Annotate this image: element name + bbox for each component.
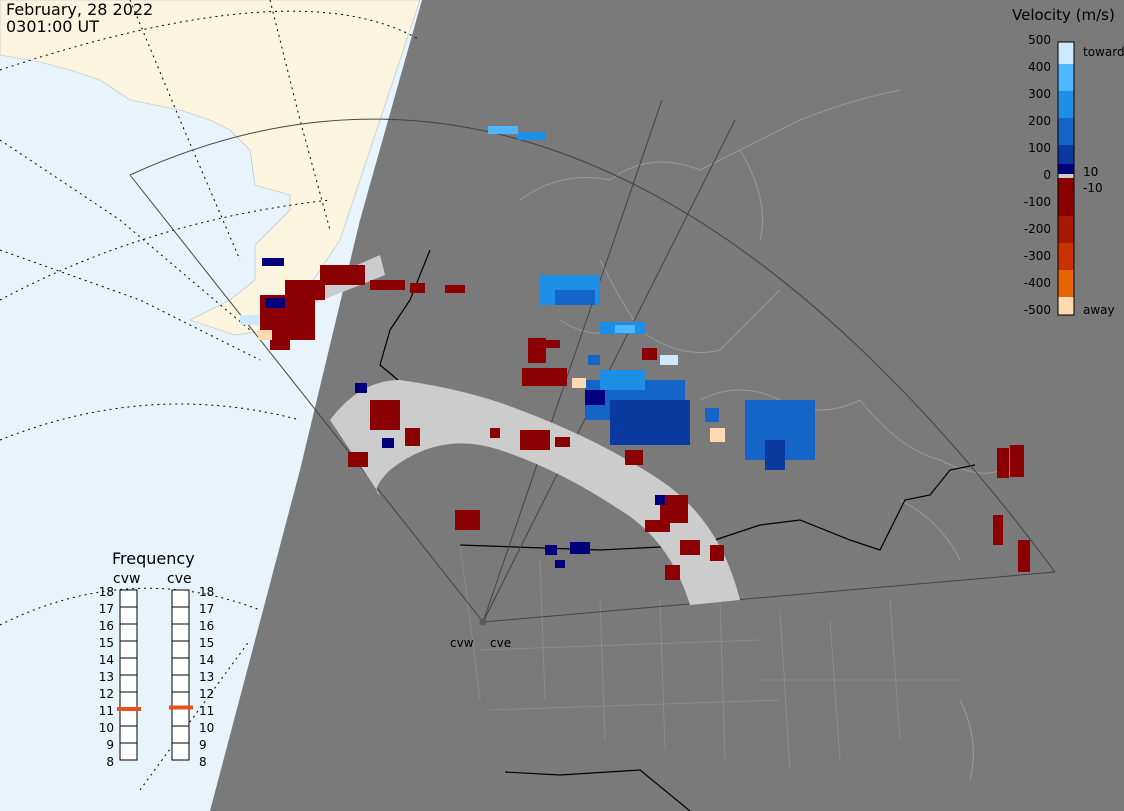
velocity-tick-label: 200	[1028, 114, 1051, 128]
freq-tick-label-left: 11	[98, 704, 114, 718]
away-light-echo	[710, 428, 725, 442]
velocity-tick-label: 400	[1028, 60, 1051, 74]
freq-radar-cve: cve	[167, 571, 192, 587]
minus-threshold-label: -10	[1083, 181, 1103, 195]
velocity-tick-label: -500	[1023, 303, 1051, 317]
freq-tick-label-right: 18	[199, 585, 215, 599]
site-label-cvw: cvw	[450, 636, 474, 650]
freq-radar-cvw: cvw	[113, 571, 141, 587]
graticule	[0, 0, 421, 791]
velocity-tick-label: 100	[1028, 141, 1051, 155]
freq-tick-label-left: 15	[98, 636, 114, 650]
velocity-tick-label: 300	[1028, 87, 1051, 101]
freq-tick-label-left: 17	[98, 602, 114, 616]
freq-tick-label-left: 9	[106, 738, 114, 752]
velocity-colorbar	[1057, 41, 1075, 316]
cvw-frequency-marker	[117, 707, 141, 711]
frequency-bars	[117, 589, 193, 761]
freq-tick-label-right: 14	[199, 653, 215, 667]
toward-label: toward	[1083, 45, 1124, 59]
away-light-echo	[572, 378, 586, 388]
fov-beam-w	[482, 99, 663, 623]
fov-west-edge	[129, 174, 484, 623]
velocity-tick-label: 500	[1028, 33, 1051, 47]
away-light-echo	[258, 330, 272, 340]
velocity-tick-label: -300	[1023, 249, 1051, 263]
freq-tick-label-left: 16	[98, 619, 114, 633]
freq-tick-label-left: 12	[98, 687, 114, 701]
freq-tick-label-right: 9	[199, 738, 207, 752]
velocity-tick-label: -400	[1023, 276, 1051, 290]
freq-tick-label-left: 14	[98, 653, 114, 667]
plus-threshold-label: 10	[1083, 165, 1099, 179]
freq-tick-label-right: 13	[199, 670, 215, 684]
state-borders	[459, 544, 960, 771]
freq-tick-label-left: 18	[98, 585, 114, 599]
freq-tick-label-right: 11	[199, 704, 215, 718]
velocity-tick-label: -100	[1023, 195, 1051, 209]
fov-arc	[129, 118, 1056, 573]
freq-tick-label-right: 10	[199, 721, 215, 735]
away-label: away	[1083, 303, 1115, 317]
frequency-title: Frequency	[112, 549, 195, 568]
velocity-tick-label: 0	[1043, 168, 1051, 182]
freq-tick-label-right: 8	[199, 755, 207, 769]
freq-tick-label-right: 17	[199, 602, 215, 616]
freq-tick-label-left: 8	[106, 755, 114, 769]
fov-east-edge	[482, 571, 1056, 623]
freq-tick-label-left: 10	[98, 721, 114, 735]
coastlines	[519, 89, 1001, 781]
toward-echoes	[240, 126, 815, 568]
cve-frequency-marker	[169, 705, 193, 710]
land-day	[0, 0, 421, 336]
radar-site-marker	[479, 618, 487, 626]
freq-tick-label-left: 13	[98, 670, 114, 684]
velocity-tick-label: -200	[1023, 222, 1051, 236]
radar-fov	[129, 99, 1056, 623]
site-label-cve: cve	[490, 636, 512, 650]
freq-tick-label-right: 16	[199, 619, 215, 633]
velocity-title: Velocity (m/s)	[1012, 6, 1115, 24]
date-label: February, 28 2022	[6, 0, 154, 19]
time-label: 0301:00 UT	[6, 17, 100, 36]
freq-tick-label-right: 15	[199, 636, 215, 650]
freq-tick-label-right: 12	[199, 687, 215, 701]
